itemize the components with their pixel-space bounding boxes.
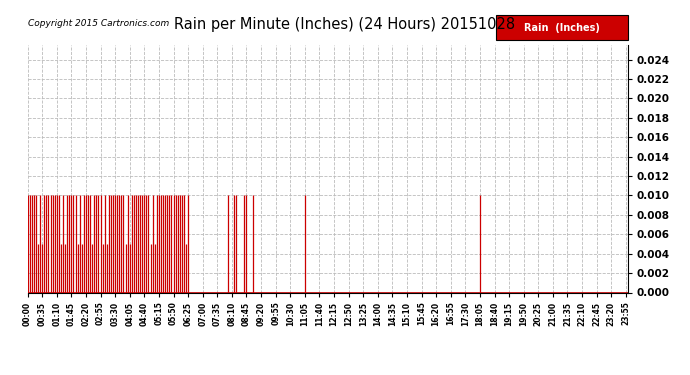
Text: Copyright 2015 Cartronics.com: Copyright 2015 Cartronics.com xyxy=(28,19,169,28)
FancyBboxPatch shape xyxy=(496,15,628,40)
Text: Rain per Minute (Inches) (24 Hours) 20151028: Rain per Minute (Inches) (24 Hours) 2015… xyxy=(175,17,515,32)
Text: Rain  (Inches): Rain (Inches) xyxy=(524,22,600,33)
